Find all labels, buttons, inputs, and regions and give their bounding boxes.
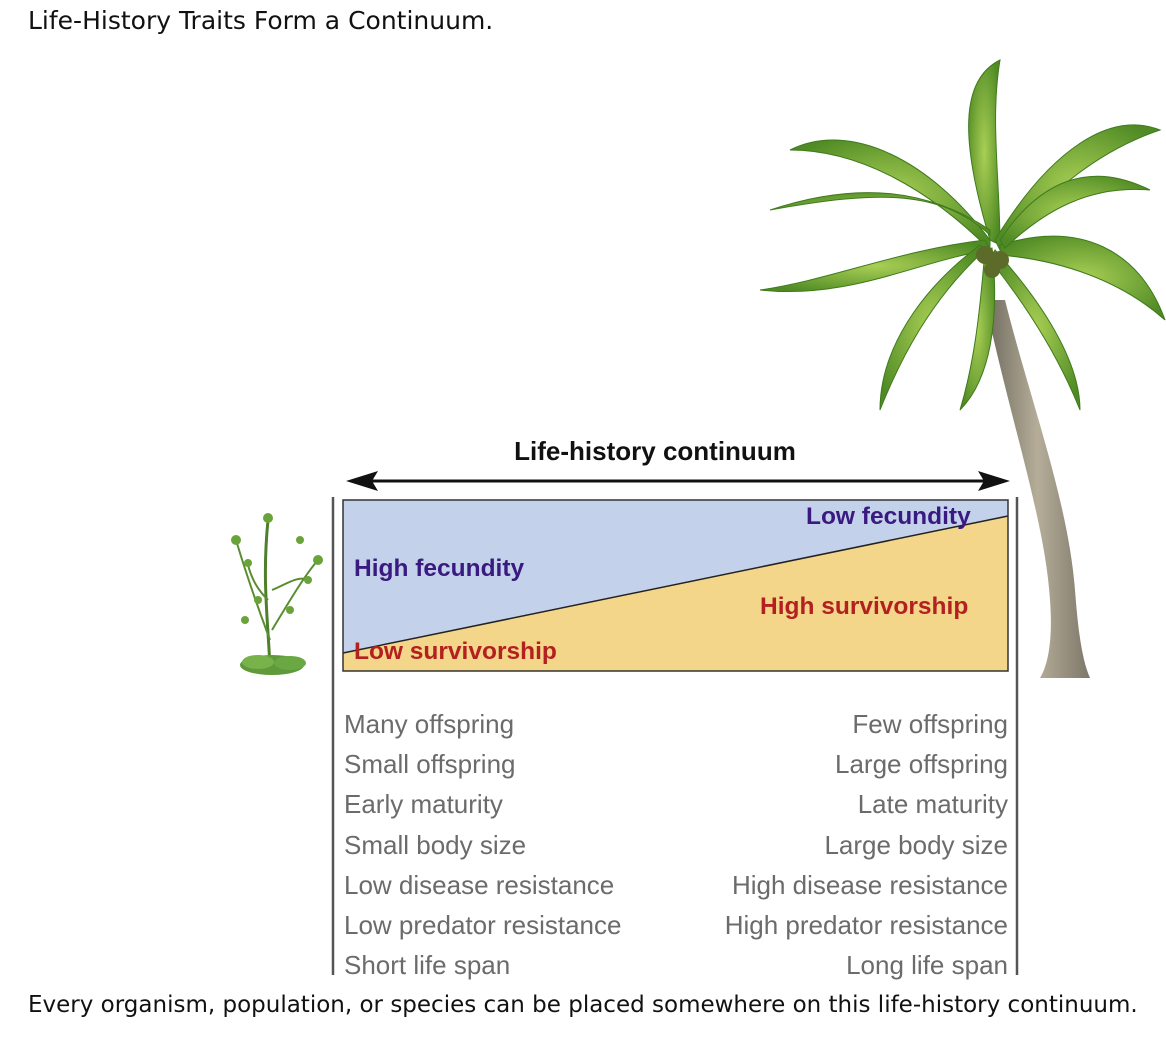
- survivorship-region: [343, 516, 1008, 671]
- trait-left: Low disease resistance: [344, 869, 615, 900]
- trait-right: Long life span: [846, 950, 1008, 981]
- continuum-box: [342, 499, 1009, 672]
- trait-left: Early maturity: [344, 789, 503, 820]
- right-traits-list: Few offspring Large offspring Late matur…: [725, 704, 1008, 985]
- palm-tree-illustration: [759, 59, 1166, 678]
- trait-right: Large offspring: [835, 749, 1008, 780]
- continuum-label: Life-history continuum: [514, 436, 796, 466]
- continuum-arrow: [346, 471, 1010, 491]
- left-traits-list: Many offspring Small offspring Early mat…: [344, 704, 621, 985]
- figure-caption: Every organism, population, or species c…: [28, 992, 1138, 1018]
- high-survivorship-label: High survivorship: [760, 593, 969, 620]
- trait-left: Small offspring: [344, 749, 516, 780]
- low-survivorship-label: Low survivorship: [354, 638, 557, 665]
- figure-title: Life-History Traits Form a Continuum.: [28, 6, 494, 35]
- trait-right: High predator resistance: [724, 910, 1008, 941]
- low-fecundity-label: Low fecundity: [806, 503, 971, 530]
- high-fecundity-label: High fecundity: [354, 555, 525, 582]
- trait-right: Large body size: [824, 829, 1008, 860]
- small-plant-illustration: [231, 513, 323, 675]
- trait-right: Late maturity: [857, 789, 1008, 820]
- trait-left: Many offspring: [344, 709, 515, 739]
- trait-right: High disease resistance: [731, 869, 1008, 900]
- trait-right: Few offspring: [852, 709, 1008, 739]
- trait-left: Short life span: [344, 950, 511, 981]
- tradeoff-line: [342, 515, 1009, 654]
- trait-left: Small body size: [344, 829, 527, 860]
- trait-left: Low predator resistance: [344, 910, 622, 941]
